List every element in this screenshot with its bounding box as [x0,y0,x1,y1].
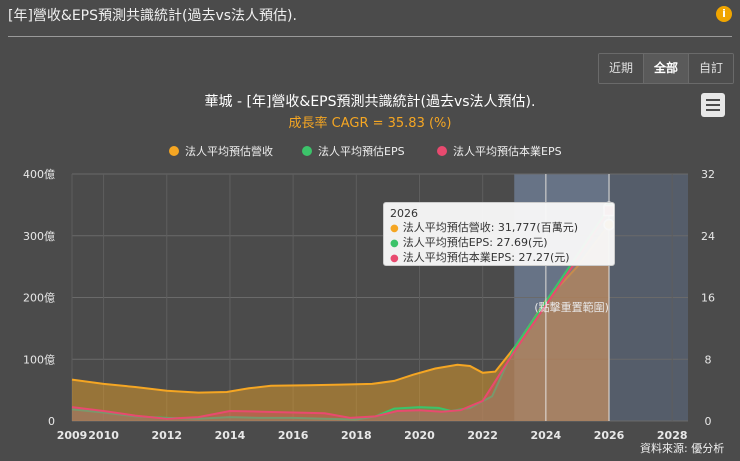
tooltip-year: 2026 [390,207,418,220]
series-area [72,210,609,421]
plot-band-label: (點擊重置範圍) [534,300,609,314]
legend-item-core-eps[interactable]: 法人平均預估本業EPS [437,143,562,159]
x-axis-tick-label: 2028 [657,429,688,442]
legend-item-revenue[interactable]: 法人平均預估營收 [169,143,273,159]
series-area [72,224,609,421]
x-axis-tick-label: 2009 [57,429,88,442]
info-icon[interactable]: i [716,6,732,22]
chart-title: 華城 - [年]營收&EPS預測共識統計(過去vs法人預估). [204,94,536,110]
y-axis-right-tick-label: 8 [705,353,712,366]
data-source: 資料來源: 優分析 [640,442,725,455]
y-axis-right-tick-label: 24 [701,230,715,243]
x-axis-tick-label: 2024 [531,429,562,442]
chart-subtitle: 成長率 CAGR = 35.83 (%) [288,116,452,131]
x-axis-tick-label: 2018 [341,429,372,442]
y-axis-left-tick-label: 300億 [23,230,55,243]
series-area [72,207,609,421]
x-axis-tick-label: 2014 [215,429,246,442]
x-axis-tick-label: 2010 [88,429,119,442]
legend-dot [169,146,179,156]
tab-all[interactable]: 全部 [643,54,689,83]
y-axis-left-tick-label: 100億 [23,353,55,366]
series-line [71,209,610,420]
series-line [71,223,610,394]
tab-custom[interactable]: 自訂 [688,54,734,83]
y-axis-left-tick-label: 400億 [23,168,55,181]
x-axis-tick-label: 2012 [151,429,182,442]
y-axis-left-tick-label: 200億 [23,292,55,305]
chart-tooltip: 2026 ● 法人平均預估營收: 31,777(百萬元) ● 法人平均預估EPS: … [383,202,615,266]
hamburger-menu-icon[interactable] [701,93,725,117]
legend-dot [302,146,312,156]
x-axis-tick-label: 2022 [467,429,498,442]
y-axis-left-tick-label: 0 [48,415,55,428]
y-axis-right-tick-label: 16 [701,292,715,305]
y-axis-right-tick-label: 32 [701,168,715,181]
title-divider [8,36,732,37]
tooltip-row-revenue: ● 法人平均預估營收: 31,777(百萬元) [390,221,579,234]
tab-recent[interactable]: 近期 [599,54,644,83]
y-axis-right-tick-label: 0 [705,415,712,428]
legend-label: 法人平均預估EPS [318,145,405,158]
legend-label: 法人平均預估營收 [185,145,273,158]
legend-item-eps[interactable]: 法人平均預估EPS [302,143,405,159]
x-axis-tick-label: 2016 [278,429,309,442]
legend-label: 法人平均預估本業EPS [453,145,562,158]
page-title: [年]營收&EPS預測共識統計(過去vs法人預估). [8,8,297,24]
x-axis-tick-label: 2026 [594,429,625,442]
legend-dot [437,146,447,156]
x-axis-tick-label: 2020 [404,429,435,442]
legend: 法人平均預估營收 法人平均預估EPS 法人平均預估本業EPS [0,143,740,159]
tooltip-row-eps: ● 法人平均預估EPS: 27.69(元) [390,236,548,249]
tooltip-row-core-eps: ● 法人平均預估本業EPS: 27.27(元) [390,251,570,264]
range-tabs: 近期 全部 自訂 [598,53,735,84]
